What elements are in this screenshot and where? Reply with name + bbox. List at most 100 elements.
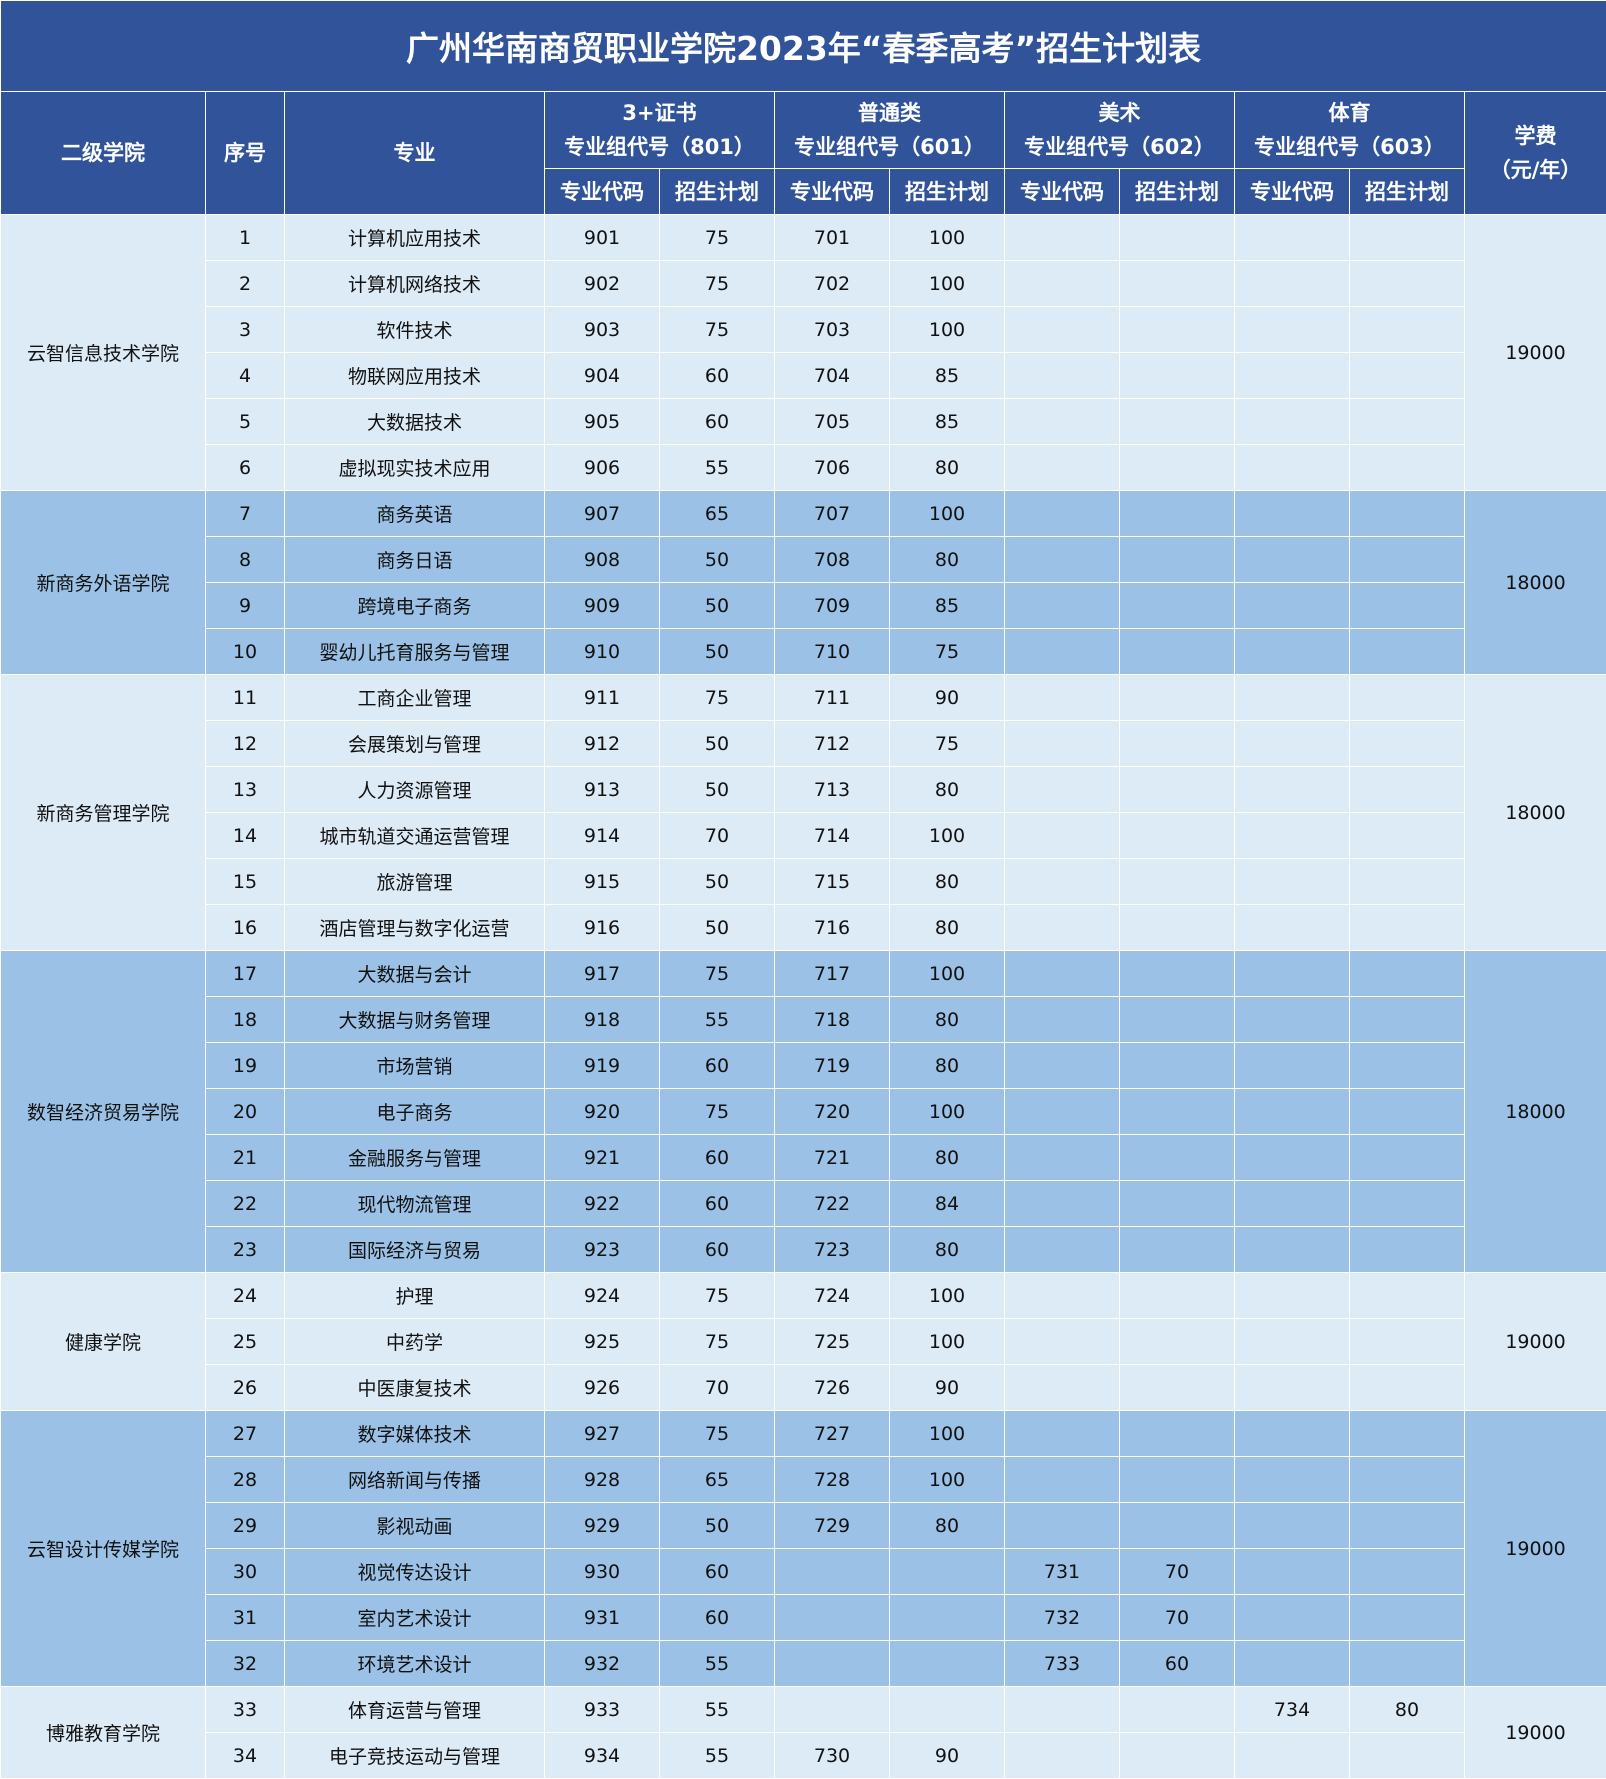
cell-major: 金融服务与管理: [284, 1134, 545, 1181]
cell-major: 视觉传达设计: [284, 1548, 545, 1595]
cell-code-601: 719: [774, 1042, 890, 1089]
cell-seq: 27: [205, 1410, 285, 1457]
cell-code-603: [1234, 1732, 1350, 1779]
cell-code-603: [1234, 1502, 1350, 1549]
cell-code-601: 707: [774, 490, 890, 537]
cell-plan-801: 75: [659, 1318, 775, 1365]
cell-plan-801: 55: [659, 1732, 775, 1779]
header-fee: 学费 （元/年）: [1463, 91, 1606, 215]
cell-code-601: 703: [774, 306, 890, 353]
cell-plan-603: [1349, 720, 1465, 767]
cell-plan-601: 100: [889, 1088, 1005, 1135]
cell-code-602: [1004, 996, 1120, 1043]
table-row: 9 跨境电子商务 909 50 709 85: [1, 582, 1606, 629]
cell-code-601: 704: [774, 352, 890, 399]
table-row: 健康学院 24 护理 924 75 724 100 19000: [0, 1272, 1606, 1411]
cell-plan-601: [889, 1640, 1005, 1687]
cell-seq: 29: [205, 1502, 285, 1549]
cell-major: 电子商务: [284, 1088, 545, 1135]
college-name: 新商务管理学院: [0, 674, 206, 951]
cell-code-603: [1234, 1318, 1350, 1365]
cell-code-601: 729: [774, 1502, 890, 1549]
cell-code-601: 722: [774, 1180, 890, 1227]
cell-plan-801: 60: [659, 1180, 775, 1227]
cell-plan-602: [1119, 352, 1235, 399]
cell-plan-801: 50: [659, 1502, 775, 1549]
cell-code-801: 923: [544, 1226, 660, 1273]
header-plan: 招生计划: [659, 168, 775, 215]
cell-code-603: [1234, 1180, 1350, 1227]
cell-code-603: [1234, 260, 1350, 307]
cell-plan-601: 80: [889, 1502, 1005, 1549]
cell-code-601: [774, 1548, 890, 1595]
cell-major: 计算机应用技术: [284, 214, 545, 261]
table-row: 新商务外语学院 7 商务英语 907 65 707 100 18000: [0, 490, 1606, 675]
cell-plan-603: [1349, 1640, 1465, 1687]
group-code: 专业组代号（601）: [794, 135, 985, 159]
cell-plan-601: 80: [889, 1042, 1005, 1089]
cell-plan-801: 50: [659, 628, 775, 675]
table-row: 13 人力资源管理 913 50 713 80: [1, 766, 1606, 813]
cell-code-801: 914: [544, 812, 660, 859]
cell-seq: 20: [205, 1088, 285, 1135]
cell-code-603: [1234, 674, 1350, 721]
page-title: 广州华南商贸职业学院2023年“春季高考”招生计划表: [0, 0, 1606, 92]
tuition-fee: 19000: [1463, 214, 1606, 491]
cell-plan-602: [1119, 1686, 1235, 1733]
cell-plan-602: [1119, 490, 1235, 537]
cell-seq: 8: [205, 536, 285, 583]
cell-major: 现代物流管理: [284, 1180, 545, 1227]
cell-plan-801: 60: [659, 1042, 775, 1089]
cell-plan-601: 80: [889, 766, 1005, 813]
header-seq: 序号: [205, 91, 285, 215]
cell-plan-801: 55: [659, 1686, 775, 1733]
table-row: 新商务管理学院 11 工商企业管理 911 75 711 90 18000: [0, 674, 1606, 951]
cell-code-601: 708: [774, 536, 890, 583]
cell-seq: 23: [205, 1226, 285, 1273]
cell-plan-602: 70: [1119, 1548, 1235, 1595]
table-row: 云智设计传媒学院 27 数字媒体技术 927 75 727 100 19000: [0, 1410, 1606, 1687]
cell-plan-603: [1349, 996, 1465, 1043]
cell-plan-601: 75: [889, 720, 1005, 767]
cell-plan-603: [1349, 1410, 1465, 1457]
cell-major: 会展策划与管理: [284, 720, 545, 767]
cell-plan-601: 100: [889, 1456, 1005, 1503]
cell-major: 虚拟现实技术应用: [284, 444, 545, 491]
cell-plan-801: 50: [659, 904, 775, 951]
cell-plan-602: [1119, 904, 1235, 951]
cell-plan-603: [1349, 398, 1465, 445]
group-name: 普通类: [858, 101, 921, 125]
cell-code-801: 922: [544, 1180, 660, 1227]
cell-plan-601: 90: [889, 1364, 1005, 1411]
cell-plan-601: 84: [889, 1180, 1005, 1227]
cell-plan-603: [1349, 306, 1465, 353]
cell-code-801: 904: [544, 352, 660, 399]
cell-plan-602: [1119, 1456, 1235, 1503]
cell-plan-601: 80: [889, 904, 1005, 951]
group-name: 体育: [1328, 101, 1371, 125]
cell-code-601: [774, 1640, 890, 1687]
tuition-fee: 18000: [1463, 490, 1606, 675]
cell-code-601: 718: [774, 996, 890, 1043]
cell-code-801: 925: [544, 1318, 660, 1365]
cell-plan-801: 60: [659, 1548, 775, 1595]
cell-plan-602: 60: [1119, 1640, 1235, 1687]
cell-code-603: [1234, 812, 1350, 859]
cell-plan-602: [1119, 1134, 1235, 1181]
cell-plan-601: 100: [889, 812, 1005, 859]
cell-code-603: [1234, 950, 1350, 997]
cell-plan-801: 75: [659, 1088, 775, 1135]
cell-major: 中药学: [284, 1318, 545, 1365]
cell-code-801: 929: [544, 1502, 660, 1549]
cell-code-801: 930: [544, 1548, 660, 1595]
cell-plan-602: [1119, 1732, 1235, 1779]
cell-code-603: [1234, 1548, 1350, 1595]
cell-seq: 21: [205, 1134, 285, 1181]
college-name: 博雅教育学院: [0, 1686, 206, 1779]
cell-plan-801: 60: [659, 1226, 775, 1273]
cell-plan-801: 75: [659, 674, 775, 721]
cell-seq: 9: [205, 582, 285, 629]
cell-plan-801: 65: [659, 490, 775, 537]
cell-code-602: [1004, 536, 1120, 583]
